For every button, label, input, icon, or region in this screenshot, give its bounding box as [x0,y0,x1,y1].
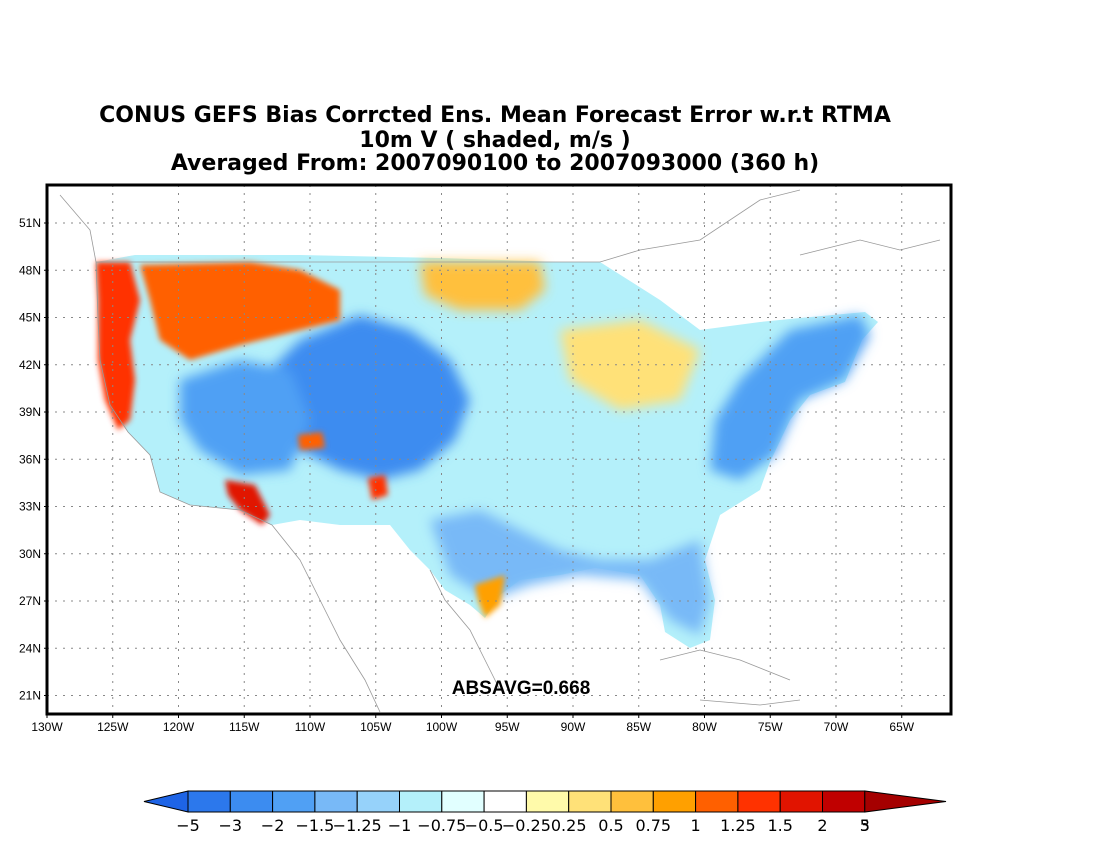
colorbar-label: −5 [176,816,200,835]
lat-label: 42N [19,358,41,372]
lon-label: 75W [758,720,783,734]
region-northern-plains-positive [420,262,545,310]
colorbar-label: −1.5 [295,816,334,835]
lon-label: 110W [295,720,326,734]
longitude-labels: 130W 125W 120W 115W 110W 105W 100W 95W 90W 85W 80W… [31,714,915,734]
colorbar-box [822,790,866,813]
colorbar-label: −0.5 [465,816,504,835]
region-great-basin-negative [180,360,310,475]
colorbar-label: 3 [860,816,870,835]
colorbar-label: −1 [388,816,412,835]
lon-label: 70W [824,720,849,734]
colorbar-label: −2 [261,816,285,835]
colorbar-label: −0.25 [502,816,551,835]
lon-label: 95W [495,720,520,734]
colorbar-label: −1.25 [333,816,382,835]
lat-label: 33N [19,500,41,514]
lat-label: 30N [19,547,41,561]
colorbar-label: 1.25 [720,816,756,835]
lat-label: 48N [19,263,41,277]
title-line-1: CONUS GEFS Bias Corrcted Ens. Mean Forec… [99,103,891,128]
map-plot-area [59,189,941,713]
region-new-mexico-positive [368,475,388,500]
lat-label: 36N [19,452,41,466]
colorbar-box [483,790,527,813]
colorbar-label: 1 [691,816,701,835]
plot-frame [45,183,953,716]
colorbar-box [229,790,274,813]
region-texas-coast-positive [475,575,505,618]
colorbar-box [568,790,612,813]
colorbar-box [187,790,231,813]
colorbar-box [272,790,316,813]
colorbar-box [737,790,781,813]
lat-label: 24N [19,641,41,655]
colorbar-box [695,790,739,813]
lon-label: 100W [426,720,458,734]
region-nevada-positive [298,432,325,450]
lon-label: 105W [360,720,392,734]
region-west-coast-positive [96,262,140,430]
lon-label: 90W [561,720,586,734]
colorbar-label: 1.5 [767,816,792,835]
colorbar-label: 0.75 [635,816,671,835]
colorbar [143,790,947,813]
colorbar-high-triangle [864,790,947,813]
title-line-2: 10m V ( shaded, m/s ) [359,128,631,153]
lon-label: 130W [31,720,63,734]
colorbar-low-triangle [143,790,189,813]
colorbar-box [314,790,358,813]
lat-label: 45N [19,311,41,325]
colorbar-labels: −5 −3 −2 −1.5−1.25 −1 −0.75−0.5−0.25 0.25 0.5 0.… [176,816,870,835]
colorbar-box [525,790,570,813]
lon-label: 120W [163,720,195,734]
lon-label: 80W [692,720,717,734]
region-gulf-coast-negative [430,510,710,635]
colorbar-box [610,790,654,813]
region-southwest-positive [225,480,270,525]
colorbar-label: 5 [860,816,870,835]
lat-label: 21N [19,689,41,703]
colorbar-box [441,790,485,813]
title-line-3: Averaged From: 2007090100 to 2007093000 … [170,151,820,176]
colorbar-box [779,790,824,813]
lat-label: 51N [19,216,41,230]
lon-label: 115W [229,720,260,734]
lat-label: 39N [19,405,41,419]
lon-label: 125W [97,720,129,734]
colorbar-label: 0.25 [551,816,587,835]
lat-label: 27N [19,594,41,608]
colorbar-label: −3 [219,816,243,835]
lon-label: 65W [889,720,914,734]
grid-lines [47,185,951,714]
colorbar-box [652,790,697,813]
latitude-labels: 51N 48N 45N 42N 39N 36N 33N 30N 27N 24N 21N [19,216,47,703]
colorbar-label: 2 [817,816,827,835]
absavg-label: ABSAVG=0.668 [452,678,591,699]
colorbar-box [356,790,401,813]
region-oregon-idaho-positive [140,262,340,360]
colorbar-label: 0.5 [598,816,623,835]
lon-label: 85W [626,720,651,734]
region-northeast-negative [710,315,870,480]
region-great-lakes-positive [560,320,700,410]
colorbar-label: −0.75 [417,816,466,835]
colorbar-box [399,790,443,813]
